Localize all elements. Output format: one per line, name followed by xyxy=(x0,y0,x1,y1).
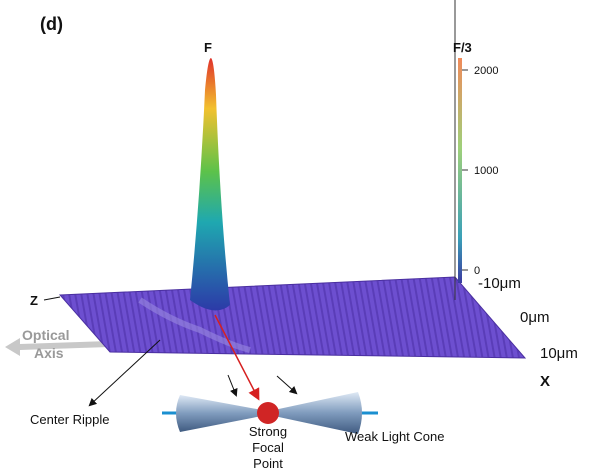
pointer xyxy=(88,339,161,407)
focal-point-label: Strong xyxy=(249,424,287,439)
focal-arrow xyxy=(214,314,260,401)
x-tick-label: -10μm xyxy=(478,275,521,292)
ripple xyxy=(138,297,251,353)
focal-point-label: Point xyxy=(253,456,283,471)
focal-point-label: Focal xyxy=(252,440,284,455)
z-axis xyxy=(43,296,61,301)
color-bar xyxy=(458,58,462,283)
x-axis-label: X xyxy=(540,373,550,390)
tick-label: 2000 xyxy=(474,65,498,77)
light-cone xyxy=(176,395,262,432)
tick-label: 1000 xyxy=(474,165,498,177)
optical-axis-label: Axis xyxy=(34,345,64,361)
panel-label: (d) xyxy=(40,14,63,34)
pointer xyxy=(276,375,298,395)
focal-point xyxy=(257,402,279,424)
peak-label: F xyxy=(204,40,212,55)
light-cone-label: Weak Light Cone xyxy=(345,429,445,444)
optical-axis-label: Optical xyxy=(22,327,69,343)
center-ripple-label: Center Ripple xyxy=(30,412,110,427)
light-cone xyxy=(274,392,362,434)
x-tick-label: 10μm xyxy=(540,345,578,362)
focal-peak xyxy=(190,58,230,311)
z-axis-label: Z xyxy=(30,293,38,308)
vertical-axis-label: F/3 xyxy=(453,40,472,55)
surface xyxy=(58,276,527,359)
tick-label: 0 xyxy=(474,265,480,277)
pointer xyxy=(227,374,238,397)
tick-group: 0 1000 2000 xyxy=(462,65,498,277)
x-tick-label: 0μm xyxy=(520,309,549,326)
